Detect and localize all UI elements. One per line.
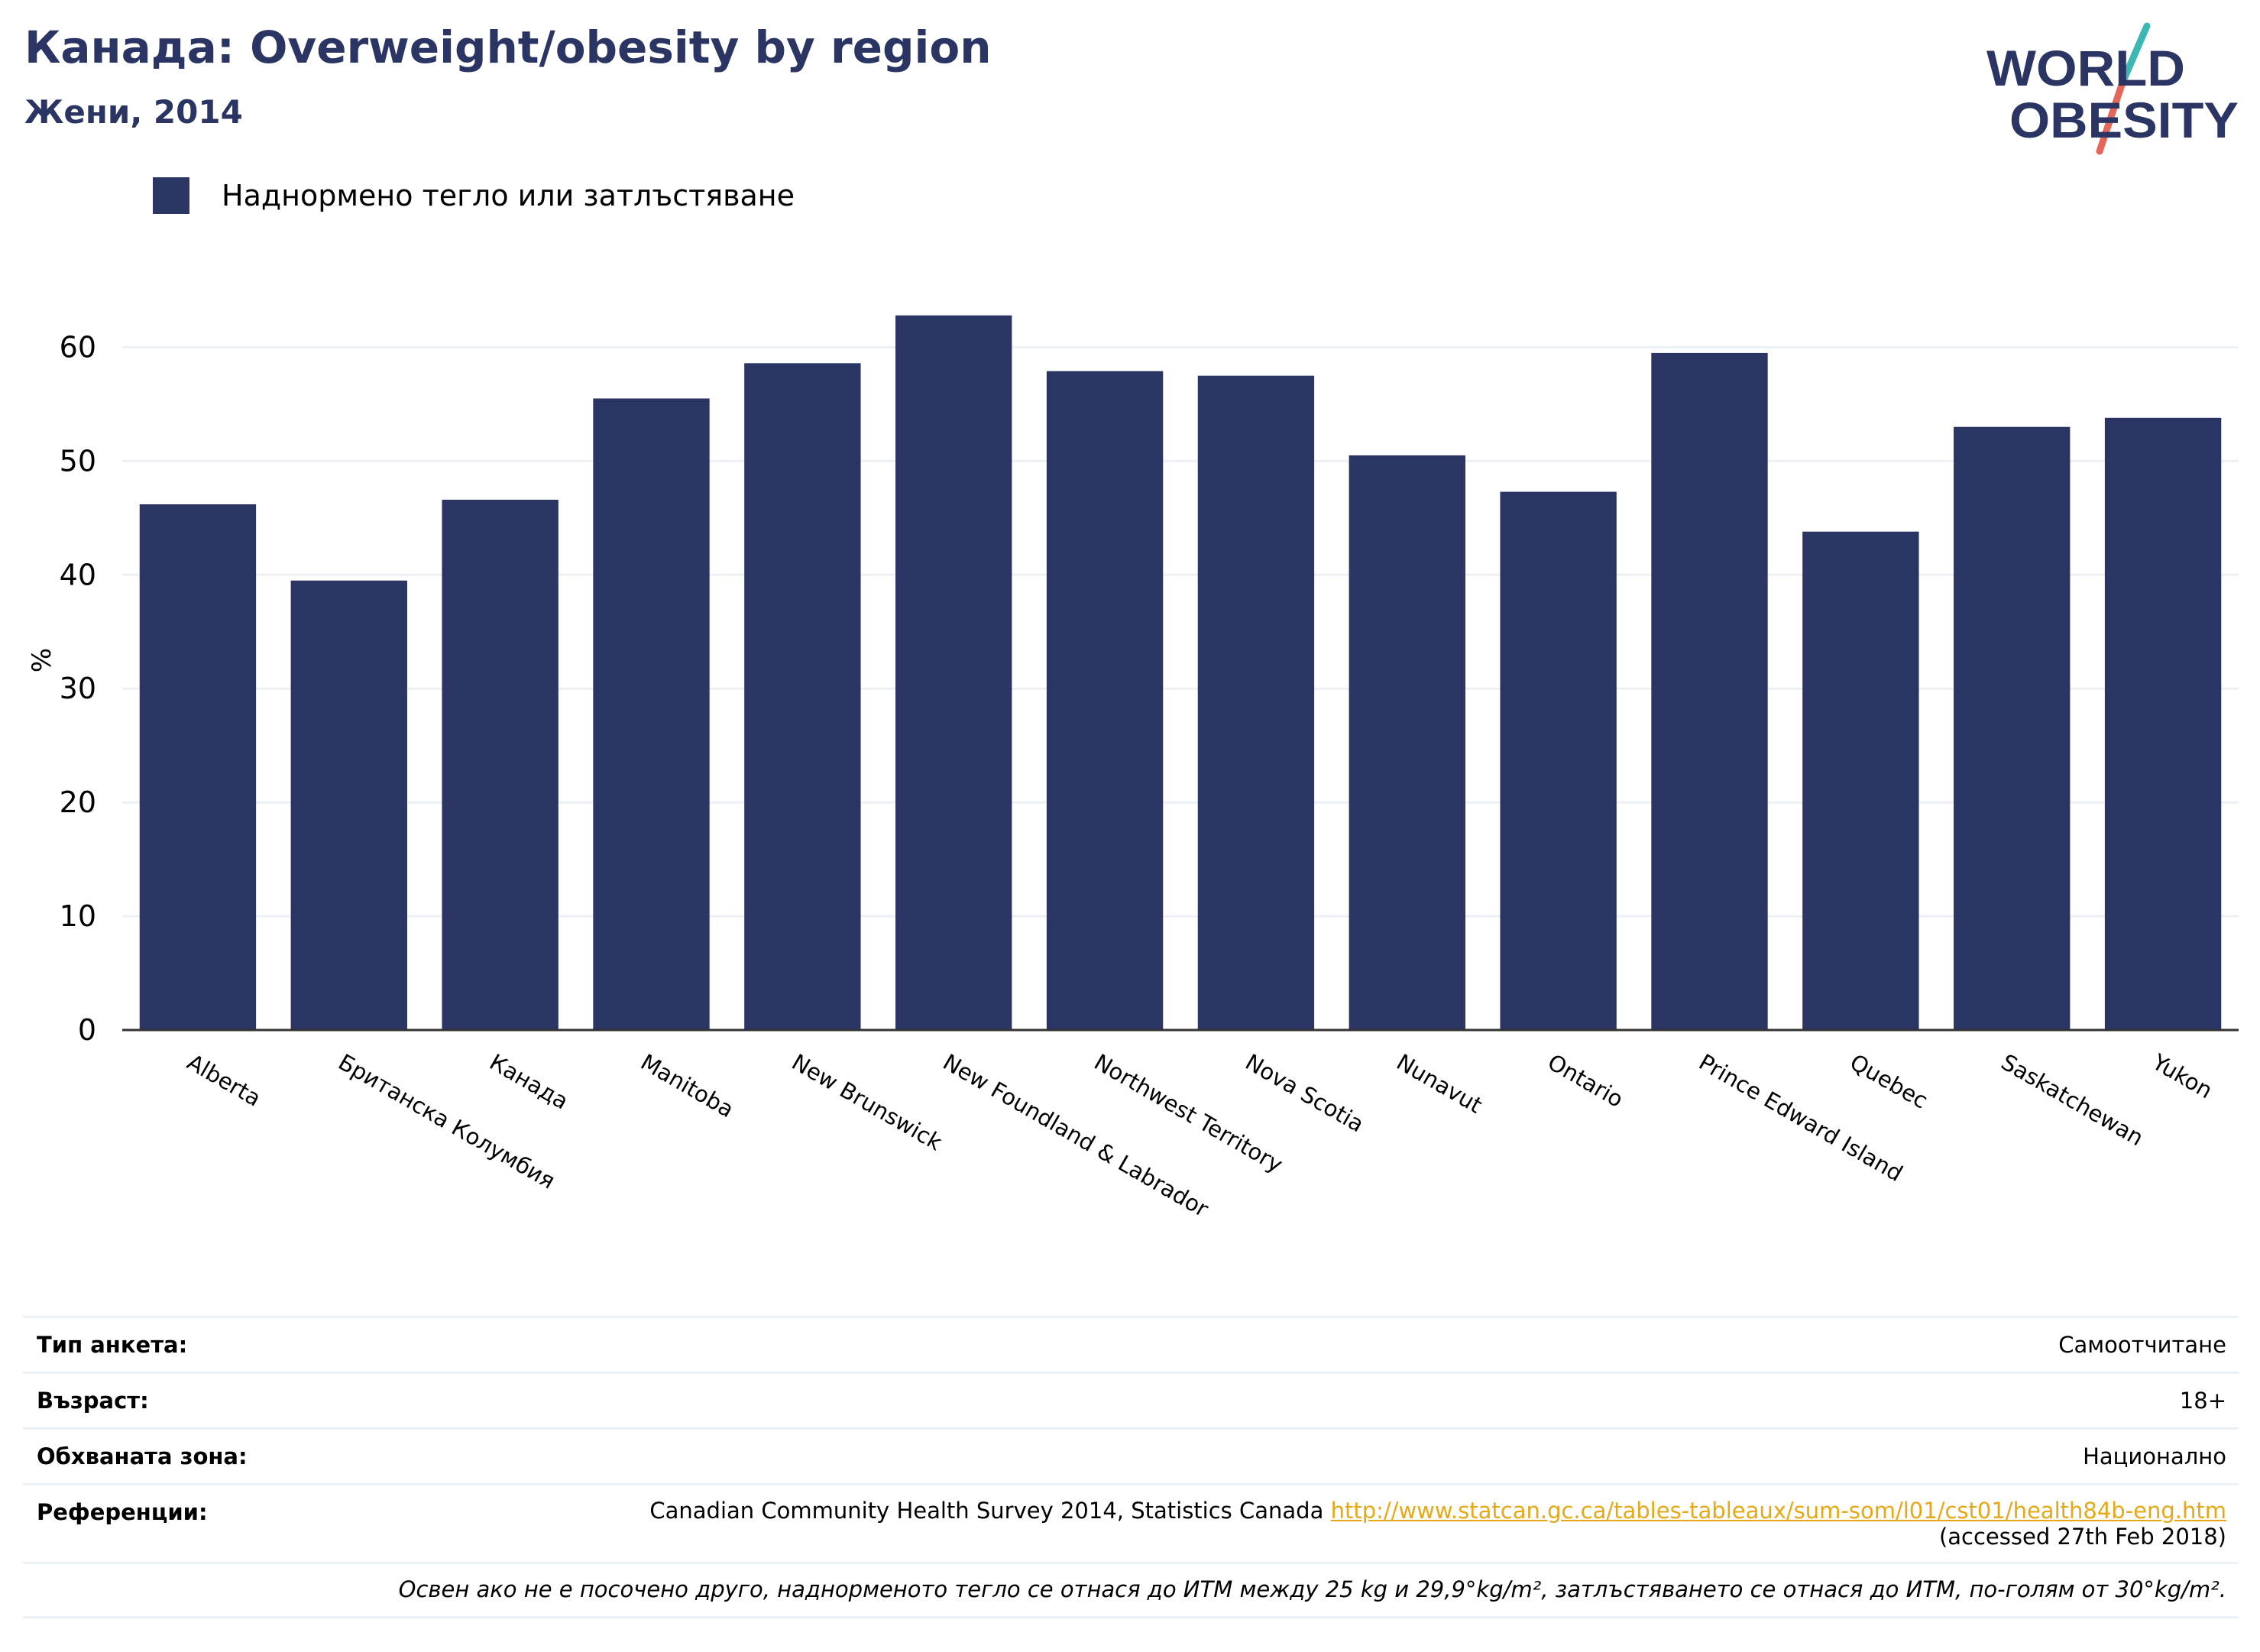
bar: [1954, 426, 2071, 1030]
x-tick-label: Nunavut: [1392, 1049, 1487, 1119]
bar: [744, 363, 861, 1030]
references-value: Canadian Community Health Survey 2014, S…: [649, 1498, 2226, 1550]
y-tick-label: 10: [60, 899, 96, 933]
bar: [442, 500, 559, 1030]
chart-subtitle: Жени, 2014: [24, 93, 243, 131]
logo-slash-bottom: [2096, 79, 2126, 155]
y-tick-label: 30: [60, 672, 96, 705]
age-value: 18+: [2179, 1388, 2226, 1414]
logo-slash-top: [2119, 22, 2151, 86]
bar: [1349, 455, 1465, 1030]
logo-text-obesity: OBESITY: [2009, 92, 2239, 148]
x-tick-label: Manitoba: [636, 1049, 739, 1123]
y-tick-label: 50: [60, 444, 96, 478]
x-tick-label: Saskatchewan: [1997, 1049, 2148, 1152]
x-tick-label: Yukon: [2148, 1048, 2217, 1103]
references-link[interactable]: http://www.statcan.gc.ca/tables-tableaux…: [1330, 1498, 2226, 1524]
bar: [895, 315, 1012, 1030]
x-tick-label: Ontario: [1543, 1049, 1628, 1113]
y-tick-label: 20: [60, 786, 96, 819]
survey-type-value: Самоотчитане: [2058, 1332, 2226, 1358]
bar: [1197, 375, 1315, 1030]
area-value: Национално: [2083, 1443, 2226, 1469]
bar: [139, 504, 257, 1030]
bar: [1046, 371, 1164, 1031]
x-tick-label: Канада: [485, 1049, 573, 1115]
y-axis-ticks: 0 10 20 30 40 50 60: [60, 330, 96, 1047]
gridlines: [122, 345, 2239, 918]
references-text: Canadian Community Health Survey 2014, S…: [649, 1498, 1331, 1524]
info-row-note: Освен ако не е посочено друго, наднормен…: [23, 1562, 2239, 1618]
info-row-age: Възраст: 18+: [23, 1372, 2239, 1427]
bmi-note: Освен ако не е посочено друго, наднормен…: [398, 1576, 2226, 1602]
bar: [2104, 417, 2222, 1030]
y-tick-label: 60: [60, 330, 96, 364]
y-tick-label: 0: [78, 1013, 96, 1047]
x-tick-label: New Foundland & Labrador: [939, 1049, 1213, 1223]
bar: [1802, 531, 1919, 1030]
references-accessed: (accessed 27th Feb 2018): [1938, 1524, 2226, 1550]
bar: [1651, 352, 1768, 1030]
logo-text-world: WORLD: [1986, 40, 2185, 96]
info-row-survey-type: Тип анкета: Самоотчитане: [23, 1316, 2239, 1372]
world-obesity-logo: WORLD OBESITY: [1986, 22, 2239, 155]
bar: [1500, 491, 1617, 1030]
area-label: Обхваната зона:: [37, 1443, 248, 1469]
y-axis-label: %: [27, 648, 57, 672]
age-label: Възраст:: [37, 1388, 149, 1414]
legend-label: Наднормено тегло или затлъстяване: [222, 179, 795, 212]
info-row-area: Обхваната зона: Национално: [23, 1427, 2239, 1483]
chart-title: Канада: Overweight/obesity by region: [24, 21, 992, 73]
x-tick-label: New Brunswick: [788, 1049, 947, 1156]
x-tick-label: Alberta: [183, 1049, 265, 1112]
info-table: Тип анкета: Самоотчитане Възраст: 18+ Об…: [23, 1316, 2239, 1618]
x-tick-label: Nova Scotia: [1241, 1049, 1368, 1138]
x-tick-label: Quebec: [1846, 1049, 1932, 1114]
bars: [139, 315, 2222, 1031]
y-tick-label: 40: [60, 558, 96, 591]
bar: [593, 398, 710, 1030]
references-label: Референции:: [37, 1499, 208, 1525]
info-row-references: Референции: Canadian Community Health Su…: [23, 1483, 2239, 1562]
legend-swatch: [153, 177, 189, 214]
survey-type-label: Тип анкета:: [37, 1332, 188, 1358]
bar: [290, 580, 407, 1030]
